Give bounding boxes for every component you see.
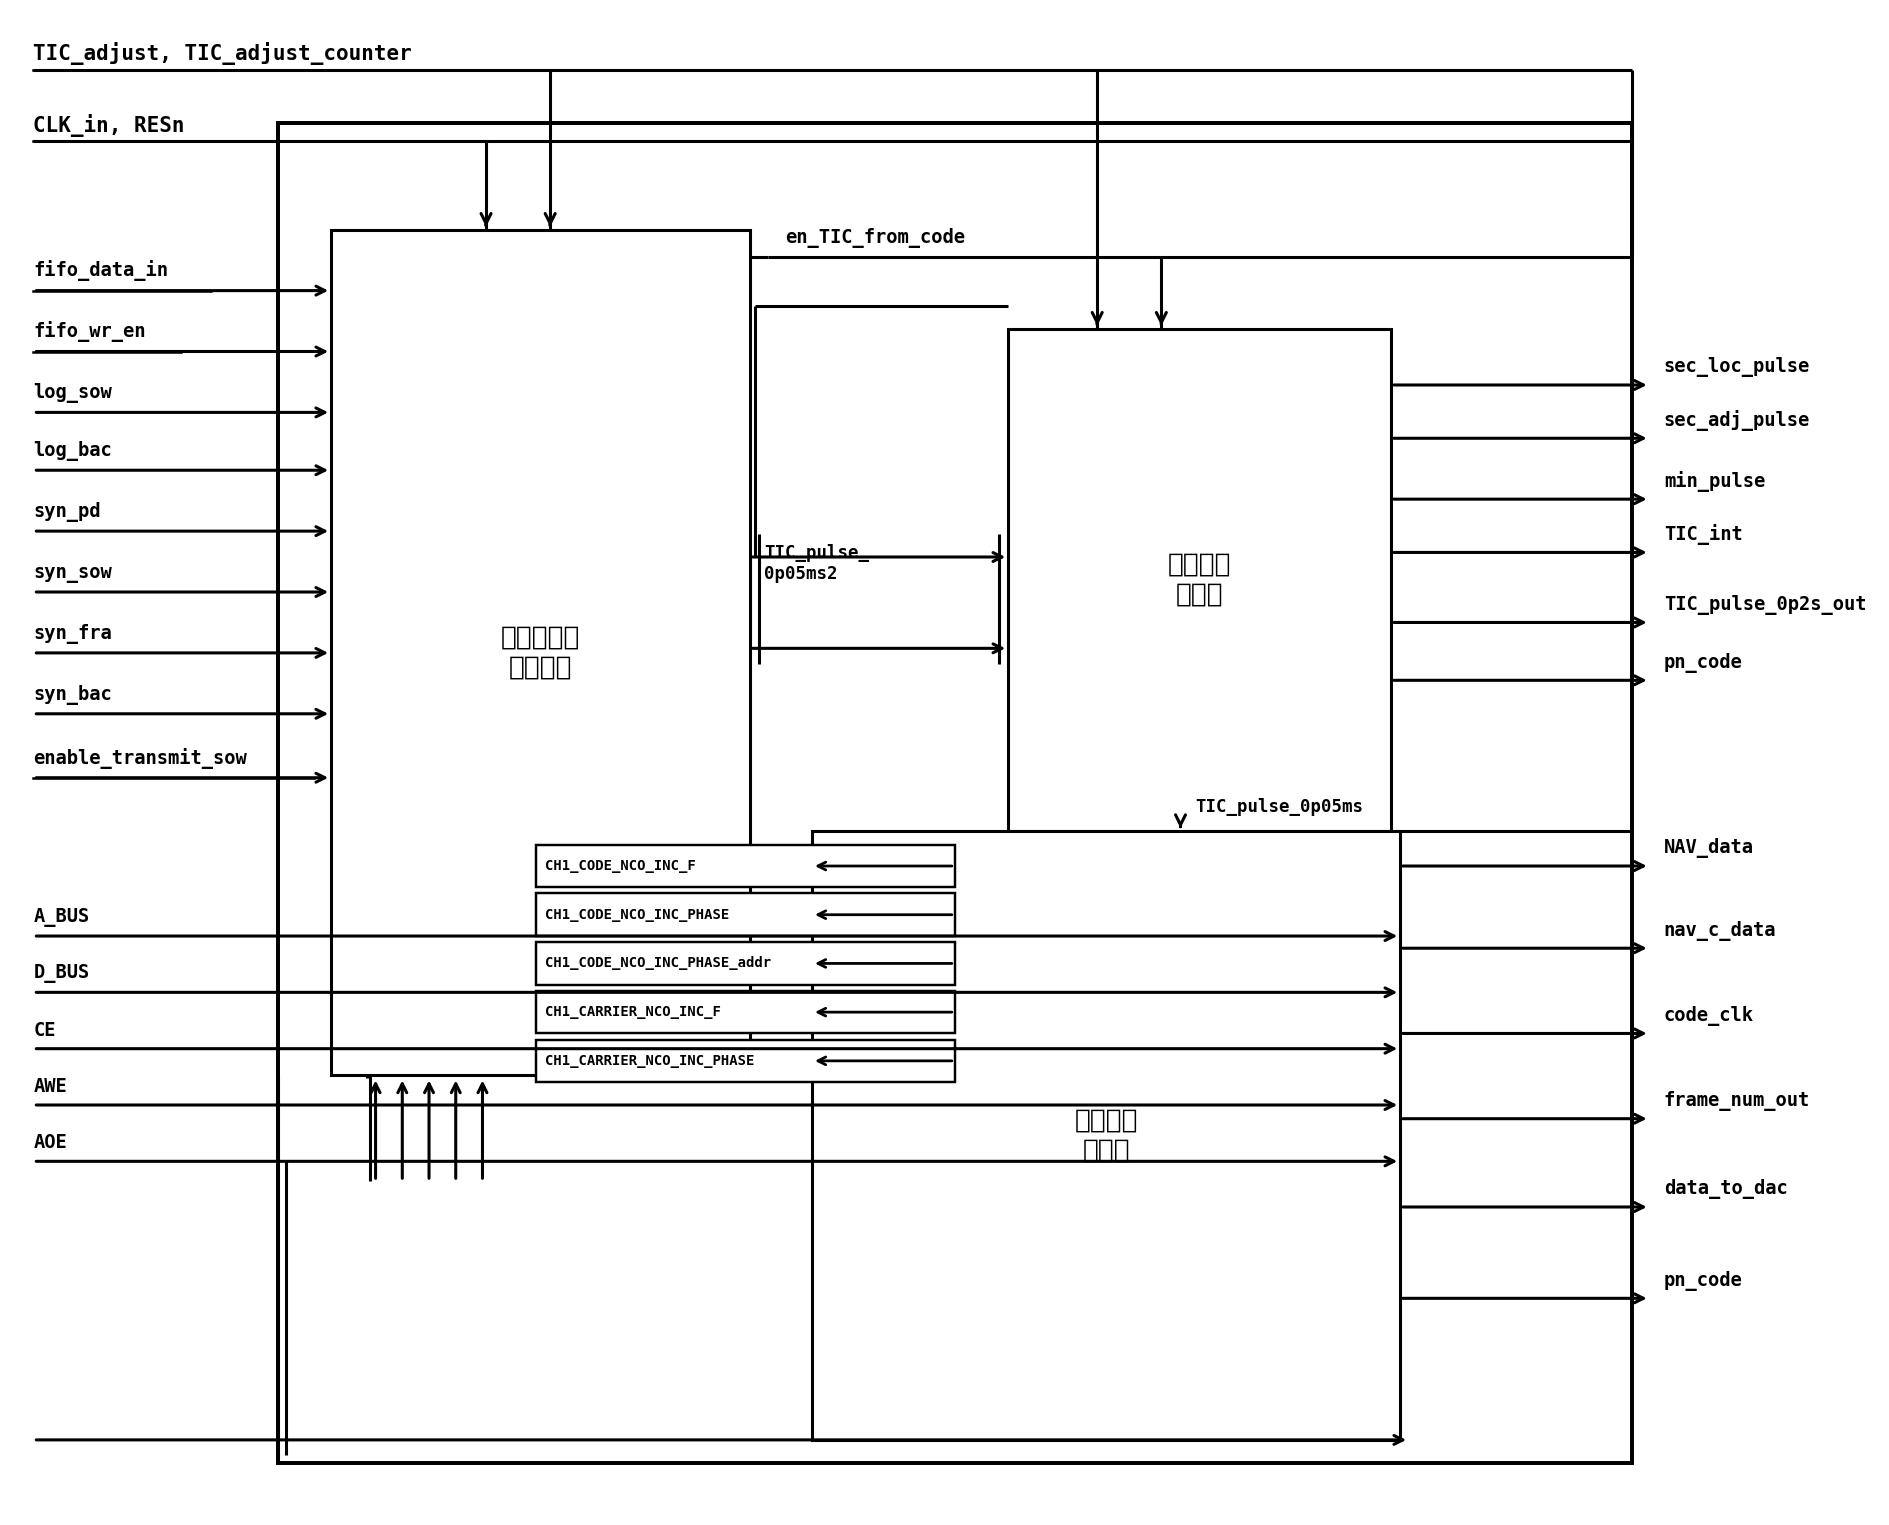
Text: CLK_in, RESn: CLK_in, RESn [34,114,185,137]
Bar [536,1040,954,1083]
Text: NAV_data: NAV_data [1664,839,1753,859]
Bar [536,845,954,888]
Text: log_sow: log_sow [34,383,111,403]
Bar [278,124,1632,1462]
Text: sec_loc_pulse: sec_loc_pulse [1664,357,1810,377]
Text: nav_c_data: nav_c_data [1664,921,1776,941]
Text: AWE: AWE [34,1077,68,1096]
Text: frame_num_out: frame_num_out [1664,1090,1810,1112]
Text: CH1_CODE_NCO_INC_F: CH1_CODE_NCO_INC_F [544,859,695,872]
Bar [1009,329,1390,831]
Text: syn_bac: syn_bac [34,685,111,705]
Text: code_clk: code_clk [1664,1006,1753,1026]
Text: 发射信号处
理子模块: 发射信号处 理子模块 [501,624,580,680]
Text: 接口处理
子模块: 接口处理 子模块 [1075,1107,1137,1164]
Text: min_pulse: min_pulse [1664,471,1764,491]
Text: CH1_CARRIER_NCO_INC_PHASE: CH1_CARRIER_NCO_INC_PHASE [544,1054,754,1067]
Text: syn_pd: syn_pd [34,502,100,522]
Text: CH1_CODE_NCO_INC_PHASE_addr: CH1_CODE_NCO_INC_PHASE_addr [544,956,771,970]
Bar [536,942,954,985]
Text: syn_sow: syn_sow [34,564,111,583]
Text: TIC_int: TIC_int [1664,523,1742,544]
Text: D_BUS: D_BUS [34,964,89,984]
Text: AOE: AOE [34,1133,68,1153]
Text: data_to_dac: data_to_dac [1664,1179,1787,1199]
Text: en_TIC_from_code: en_TIC_from_code [786,229,965,249]
Text: syn_fra: syn_fra [34,624,111,644]
Text: TIC_pulse_0p05ms: TIC_pulse_0p05ms [1194,798,1362,816]
Text: pn_code: pn_code [1664,653,1742,673]
Text: sec_adj_pulse: sec_adj_pulse [1664,410,1810,430]
Text: log_bac: log_bac [34,441,111,461]
Text: CH1_CARRIER_NCO_INC_F: CH1_CARRIER_NCO_INC_F [544,1005,722,1019]
Text: fifo_data_in: fifo_data_in [34,261,168,282]
Text: 同步控制
子模块: 同步控制 子模块 [1167,552,1232,608]
Bar [536,894,954,936]
Text: pn_code: pn_code [1664,1270,1742,1290]
Bar [812,831,1400,1440]
Bar [536,991,954,1034]
Text: TIC_pulse_0p2s_out: TIC_pulse_0p2s_out [1664,595,1866,615]
Text: enable_transmit_sow: enable_transmit_sow [34,747,247,769]
Text: TIC_pulse_
0p05ms2: TIC_pulse_ 0p05ms2 [763,544,869,583]
Text: TIC_adjust, TIC_adjust_counter: TIC_adjust, TIC_adjust_counter [34,43,412,66]
Text: CE: CE [34,1020,57,1040]
Text: CH1_CODE_NCO_INC_PHASE: CH1_CODE_NCO_INC_PHASE [544,907,729,921]
Bar [331,230,750,1075]
Text: A_BUS: A_BUS [34,907,89,927]
Text: fifo_wr_en: fifo_wr_en [34,322,145,343]
